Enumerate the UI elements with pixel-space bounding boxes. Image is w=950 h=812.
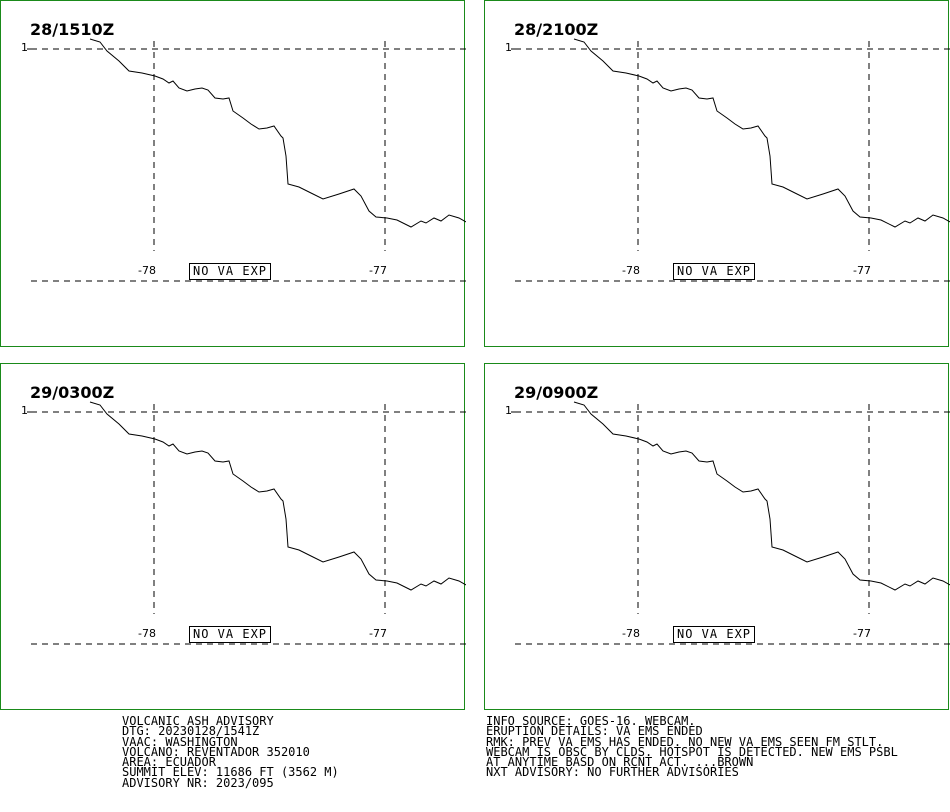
map-graphics — [27, 401, 466, 645]
map-panel-1: 28/1510Z 1 -78 -77 NO VA EXP — [0, 0, 466, 347]
advisory-title: VOLCANIC ASH ADVISORY — [122, 714, 274, 728]
latitude-label: 1 — [21, 404, 28, 417]
advisory-header-text: VOLCANIC ASH ADVISORY DTG: 20230128/1541Z… — [122, 714, 339, 790]
map-panel-2: 28/2100Z 1 -78 -77 NO VA EXP — [484, 0, 950, 347]
longitude-label-west: -78 — [138, 627, 156, 640]
details-remark-1: RMK: PREV VA EMS HAS ENDED. NO NEW VA EM… — [486, 734, 884, 749]
map-graphics — [511, 38, 950, 282]
ash-status-box: NO VA EXP — [673, 263, 756, 280]
longitude-label-west: -78 — [138, 264, 156, 277]
details-info-source: INFO SOURCE: GOES-16. WEBCAM. — [486, 714, 696, 728]
map-graphics — [27, 38, 466, 282]
latitude-label: 1 — [505, 41, 512, 54]
details-remark-2: WEBCAM IS OBSC BY CLDS. HOTSPOT IS DETEC… — [486, 744, 898, 759]
border-line — [573, 401, 950, 591]
longitude-label-east: -77 — [853, 627, 871, 640]
border-line — [573, 38, 950, 228]
latitude-label: 1 — [21, 41, 28, 54]
forecast-time-label: 28/1510Z — [30, 20, 115, 39]
advisory-details-text: INFO SOURCE: GOES-16. WEBCAM. ERUPTION DE… — [486, 714, 898, 780]
details-eruption: ERUPTION DETAILS: VA EMS ENDED — [486, 724, 703, 739]
details-remark-3: AT ANYTIME BASD ON RCNT ACT. ...BROWN — [486, 755, 754, 770]
map-panel-4: 29/0900Z 1 -78 -77 NO VA EXP — [484, 363, 950, 710]
latitude-label: 1 — [505, 404, 512, 417]
longitude-label-west: -78 — [622, 264, 640, 277]
forecast-time-label: 29/0300Z — [30, 383, 115, 402]
advisory-area: AREA: ECUADOR — [122, 755, 216, 770]
ash-status-box: NO VA EXP — [189, 626, 272, 643]
advisory-volcano: VOLCANO: REVENTADOR 352010 — [122, 744, 310, 759]
ash-status-box: NO VA EXP — [673, 626, 756, 643]
forecast-time-label: 29/0900Z — [514, 383, 599, 402]
longitude-label-east: -77 — [369, 264, 387, 277]
border-line — [89, 401, 466, 591]
map-graphics — [511, 401, 950, 645]
longitude-label-east: -77 — [853, 264, 871, 277]
advisory-summit-elev: SUMMIT ELEV: 11686 FT (3562 M) — [122, 765, 339, 780]
details-next-advisory: NXT ADVISORY: NO FURTHER ADVISORIES — [486, 765, 739, 780]
forecast-time-label: 28/2100Z — [514, 20, 599, 39]
map-panel-3: 29/0300Z 1 -78 -77 NO VA EXP — [0, 363, 466, 710]
ash-status-box: NO VA EXP — [189, 263, 272, 280]
longitude-label-east: -77 — [369, 627, 387, 640]
longitude-label-west: -78 — [622, 627, 640, 640]
advisory-vaac: VAAC: WASHINGTON — [122, 734, 238, 749]
border-line — [89, 38, 466, 228]
advisory-number: ADVISORY NR: 2023/095 — [122, 775, 274, 790]
advisory-dtg: DTG: 20230128/1541Z — [122, 724, 260, 739]
